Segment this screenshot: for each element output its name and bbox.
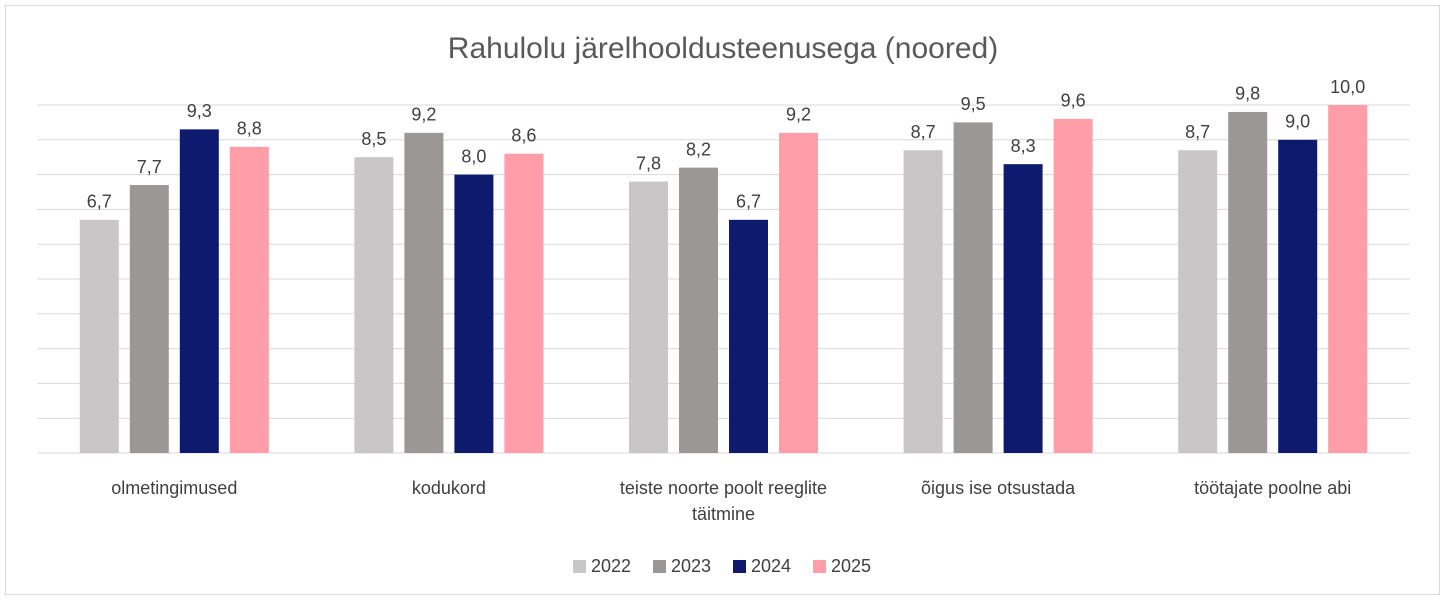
- value-label: 8,7: [911, 122, 936, 142]
- bar: [1178, 150, 1218, 454]
- bar: [1328, 105, 1368, 453]
- value-label: 8,0: [461, 146, 486, 166]
- value-label: 8,6: [511, 125, 536, 145]
- bar: [179, 129, 219, 454]
- legend-swatch: [653, 560, 666, 573]
- value-label: 9,3: [187, 101, 212, 121]
- bar: [1053, 118, 1093, 454]
- bar: [1228, 111, 1268, 454]
- bar: [1278, 139, 1318, 454]
- bar: [404, 132, 444, 453]
- bar: [229, 146, 269, 453]
- bar: [779, 132, 818, 453]
- value-label: 8,8: [237, 119, 262, 139]
- x-tick-label: olmetingimused: [111, 478, 238, 498]
- bar: [953, 122, 993, 454]
- bar: [729, 219, 768, 453]
- legend-label: 2022: [591, 556, 631, 576]
- value-label: 9,0: [1285, 112, 1310, 132]
- legend-swatch: [573, 560, 586, 573]
- legend-swatch: [733, 560, 746, 573]
- legend-label: 2023: [671, 556, 711, 576]
- chart-title: Rahulolu järelhooldusteenusega (noored): [448, 32, 998, 65]
- x-tick-label: kodukord: [411, 478, 486, 498]
- bar: [1003, 164, 1043, 453]
- value-label: 9,5: [961, 94, 986, 114]
- legend-label: 2025: [831, 556, 871, 576]
- value-label: 10,0: [1330, 77, 1365, 97]
- bar: [129, 185, 169, 454]
- value-label: 9,8: [1235, 84, 1260, 104]
- value-label: 8,7: [1185, 122, 1210, 142]
- value-label: 6,7: [87, 192, 112, 212]
- legend-swatch: [813, 560, 826, 573]
- bar: [79, 219, 119, 453]
- x-tick-label: töötajate poolne abi: [1194, 478, 1352, 498]
- value-label: 8,3: [1011, 136, 1036, 156]
- legend-label: 2024: [751, 556, 791, 576]
- value-label: 9,2: [786, 105, 811, 125]
- bar: [354, 157, 394, 453]
- x-tick-label: õigus ise otsustada: [921, 478, 1076, 498]
- bar: [504, 153, 544, 453]
- bar: [679, 167, 718, 453]
- value-label: 8,2: [686, 139, 711, 159]
- value-label: 8,5: [361, 129, 386, 149]
- bar: [454, 174, 494, 453]
- value-label: 7,8: [636, 153, 661, 173]
- value-label: 6,7: [736, 192, 761, 212]
- bar: [903, 150, 943, 454]
- value-label: 7,7: [137, 157, 162, 177]
- bar: [629, 181, 668, 453]
- value-label: 9,2: [411, 105, 436, 125]
- x-tick-label: teiste noorte poolt reeglite täitmine: [619, 478, 828, 524]
- value-label: 9,6: [1061, 91, 1086, 111]
